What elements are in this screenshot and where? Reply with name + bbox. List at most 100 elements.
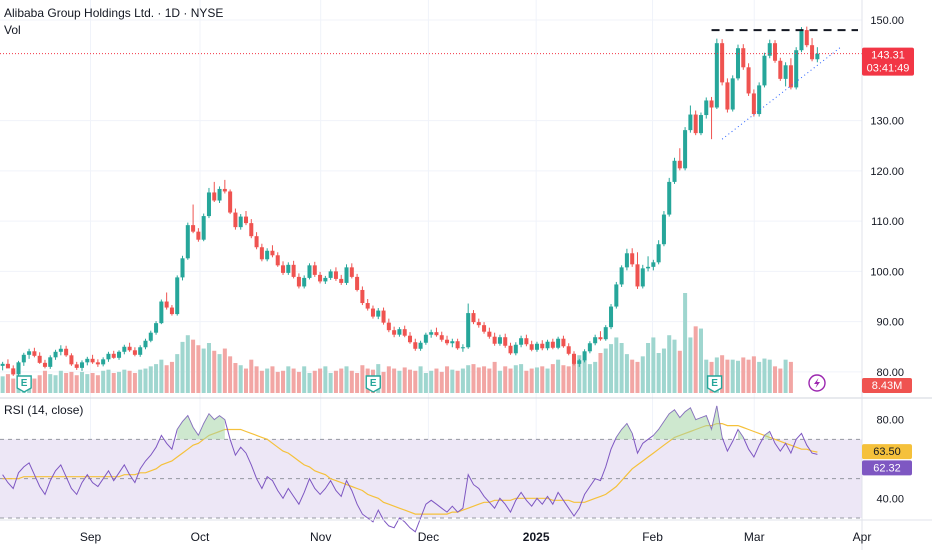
price-tick-label: 130.00 [870,116,904,128]
earnings-marker[interactable]: E [16,375,32,393]
candle-body [571,353,577,364]
price-axis[interactable]: 150.00 130.00 120.00 110.00 100.00 90.00 80.00 [870,15,904,379]
candle-body [534,343,539,350]
candle-body [593,337,598,344]
volume-bar [735,360,741,393]
volume-bar [587,364,592,393]
candle-body [778,60,783,79]
candle-body [95,362,100,365]
candle-body [85,358,90,363]
candle-body [111,353,116,358]
candle-body [556,338,561,348]
svg-text:63.50: 63.50 [873,446,901,458]
rsi-tick-label: 40.00 [876,493,904,505]
volume-bar [48,374,53,393]
volume-bar [69,371,74,393]
volume-bar [117,371,122,393]
volume-bar [762,358,767,393]
volume-bar [624,354,629,393]
symbol-title[interactable]: Alibaba Group Holdings Ltd. · 1D · NYSE [4,6,223,20]
volume-label[interactable]: Vol [4,23,21,37]
rsi-axis[interactable]: 80.00 40.00 [876,415,904,506]
candles [0,26,820,377]
candle-body [524,338,529,345]
candle-body [646,266,651,269]
time-axis[interactable]: Sep Oct Nov Dec 2025 Feb Mar Apr [80,530,872,544]
volume-bar [524,370,529,393]
volume-bar [286,366,291,393]
candle-body [312,265,317,275]
time-tick-label: 2025 [523,530,550,544]
candle-body [704,100,709,116]
volume-bar [598,353,603,393]
earnings-marker[interactable]: E [365,375,381,393]
volume-bar [233,363,238,393]
candle-body [741,48,746,68]
volume-bar [328,373,333,393]
candle-body [42,362,47,367]
volume-bar [37,375,42,393]
candle-body [497,337,502,344]
candle-body [206,192,211,217]
earnings-icon [16,375,32,393]
candle-body [635,264,640,287]
candle-body [175,277,180,315]
volume-bar [725,359,730,393]
volume-bar [593,361,598,393]
candle-body [698,115,703,134]
volume-bar [228,356,233,393]
volume-bar [513,365,518,393]
candle-body [550,341,555,348]
candle-body [407,335,413,343]
candle-body [355,276,360,290]
volume-bar [101,370,106,393]
volume-bar [434,368,439,393]
price-tick-label: 90.00 [876,317,904,329]
candle-body [709,100,714,108]
candle-body [344,267,349,283]
candle-body [370,308,375,317]
candle-body [349,267,354,277]
candle-body [619,267,624,285]
volume-bar [360,365,365,393]
volume-bar [540,366,545,393]
volume-bar [693,326,698,393]
earnings-marker[interactable]: E [706,375,723,393]
earnings-icon [706,375,723,393]
volume-bar [635,361,640,393]
volume-bar [619,343,624,393]
volume-bar [651,337,656,393]
svg-text:62.32: 62.32 [873,462,901,474]
volume-bar [249,359,254,393]
volume-bar [159,359,164,393]
volume-bar [175,354,180,393]
svg-text:143.31: 143.31 [871,50,905,62]
time-tick-label: Dec [418,530,439,544]
candle-body [243,216,249,224]
volume-bar [386,366,391,393]
flash-marker[interactable] [808,374,826,392]
volume-bar [529,368,534,393]
volume-bar [445,366,450,393]
volume-bar [455,370,460,393]
volume-bar [5,374,10,393]
svg-text:8.43M: 8.43M [872,380,903,392]
candle-body [127,346,132,351]
rsi-label[interactable]: RSI (14, close) [4,403,83,417]
volume-bar [503,366,508,393]
volume-bar [122,369,127,393]
candle-body [164,301,169,308]
candle-body [58,348,63,352]
candle-body [577,360,582,364]
candle-body [318,274,323,282]
volume-bar [381,371,386,393]
volume-bar [32,378,37,393]
candle-body [5,363,10,369]
candle-body [302,277,307,287]
candle-body [751,93,756,115]
candle-body [381,310,386,323]
volume-bar [741,357,746,393]
volume-bar [582,359,587,393]
